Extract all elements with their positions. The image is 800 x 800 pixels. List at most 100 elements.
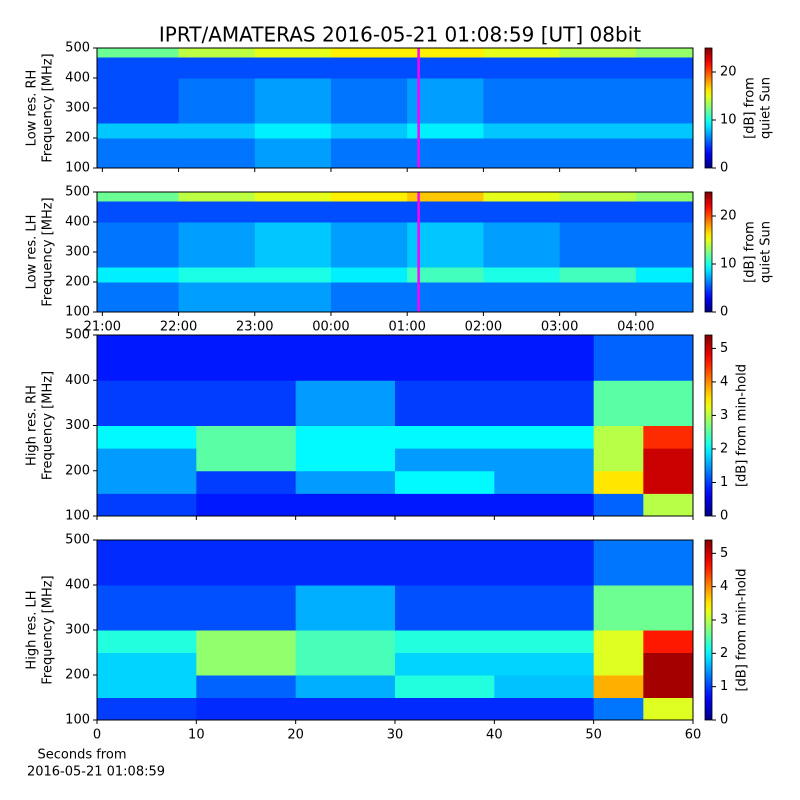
heatmap-cell bbox=[295, 335, 396, 381]
y-tick-label: 500 bbox=[65, 328, 90, 343]
x-tick-label: 40 bbox=[486, 728, 503, 743]
heatmap-cell bbox=[643, 448, 693, 472]
heatmap-cell bbox=[330, 201, 408, 223]
heatmap-cell bbox=[97, 123, 180, 139]
x-tick-label: 60 bbox=[685, 728, 702, 743]
heatmap-cell bbox=[395, 675, 495, 698]
y-tick-label: 100 bbox=[65, 509, 90, 524]
heatmap-cell bbox=[395, 585, 495, 631]
colorbar-tick-label: 1 bbox=[720, 679, 728, 694]
heatmap-cell bbox=[483, 282, 561, 312]
heatmap-cell bbox=[330, 267, 408, 283]
heatmap-cell bbox=[643, 652, 693, 676]
heatmap-cell bbox=[494, 335, 595, 381]
y-tick-label: 400 bbox=[65, 71, 90, 86]
heatmap-cell bbox=[295, 425, 396, 449]
heatmap-cell bbox=[97, 201, 180, 223]
heatmap-cell bbox=[483, 57, 561, 79]
heatmap-cell bbox=[395, 425, 495, 449]
heatmap-cell bbox=[643, 425, 693, 449]
y-axis-label: High res. LH bbox=[25, 590, 40, 669]
heatmap-cell bbox=[178, 222, 256, 268]
heatmap-cell bbox=[97, 222, 180, 268]
colorbar-tick-label: 3 bbox=[720, 408, 728, 423]
heatmap-cell bbox=[295, 470, 396, 494]
heatmap-cell bbox=[395, 630, 495, 653]
heatmap-cell bbox=[178, 282, 256, 312]
heatmap-cell bbox=[643, 630, 693, 653]
heatmap-cell bbox=[559, 201, 637, 223]
heatmap-cell bbox=[395, 380, 495, 426]
y-tick-label: 300 bbox=[65, 418, 90, 433]
heatmap-cell bbox=[494, 585, 595, 631]
heatmap-cell bbox=[295, 448, 396, 472]
heatmap-cell bbox=[254, 78, 332, 124]
heatmap-cell bbox=[643, 585, 693, 631]
y-tick-label: 100 bbox=[65, 161, 90, 176]
heatmap-cell bbox=[494, 652, 595, 676]
x-axis-label: Seconds from bbox=[37, 748, 126, 763]
y-axis-label: Frequency [MHz] bbox=[41, 371, 56, 480]
heatmap-cell bbox=[407, 282, 484, 312]
heatmap-cell bbox=[97, 675, 197, 698]
heatmap-cell bbox=[97, 138, 180, 168]
colorbar-label: [dB] from min-hold bbox=[735, 364, 750, 487]
heatmap-cell bbox=[178, 267, 256, 283]
y-tick-label: 100 bbox=[65, 305, 90, 320]
heatmap-cell bbox=[407, 78, 484, 124]
heatmap-cell bbox=[196, 630, 297, 653]
heatmap-cell bbox=[178, 201, 256, 223]
heatmap-cell bbox=[196, 697, 297, 720]
heatmap-cell bbox=[295, 697, 396, 720]
y-tick-label: 500 bbox=[65, 41, 90, 56]
heatmap-cell bbox=[330, 192, 408, 202]
heatmap-cell bbox=[97, 335, 197, 381]
heatmap-cell bbox=[395, 470, 495, 494]
y-tick-label: 200 bbox=[65, 275, 90, 290]
x-axis-label: 2016-05-21 01:08:59 bbox=[27, 765, 165, 780]
heatmap-cell bbox=[407, 192, 484, 202]
heatmap-cell bbox=[254, 192, 332, 202]
colorbar-tick-label: 0 bbox=[720, 161, 728, 176]
heatmap-cell bbox=[196, 380, 297, 426]
heatmap-cell bbox=[643, 675, 693, 698]
heatmap-cell bbox=[494, 470, 595, 494]
heatmap-cell bbox=[196, 425, 297, 449]
heatmap-cell bbox=[97, 380, 197, 426]
heatmap-cell bbox=[97, 425, 197, 449]
x-tick-label: 01:00 bbox=[388, 320, 425, 335]
x-tick-label: 22:00 bbox=[160, 320, 197, 335]
heatmap-cell bbox=[593, 448, 644, 472]
heatmap-cell bbox=[483, 138, 561, 168]
heatmap-cell bbox=[559, 138, 637, 168]
heatmap-cell bbox=[295, 540, 396, 586]
heatmap-cell bbox=[295, 493, 396, 516]
heatmap-cell bbox=[483, 267, 561, 283]
heatmap-cell bbox=[330, 78, 408, 124]
y-tick-label: 200 bbox=[65, 463, 90, 478]
x-tick-label: 0 bbox=[93, 728, 101, 743]
heatmap-cell bbox=[97, 448, 197, 472]
y-tick-label: 200 bbox=[65, 131, 90, 146]
heatmap-cell bbox=[593, 630, 644, 653]
heatmap-cell bbox=[97, 493, 197, 516]
heatmap-cell bbox=[559, 222, 637, 268]
heatmap-cell bbox=[178, 123, 256, 139]
heatmap-cell bbox=[330, 282, 408, 312]
colorbar-tick-label: 20 bbox=[720, 209, 737, 224]
y-axis-label: Low res. LH bbox=[25, 215, 40, 290]
x-tick-label: 04:00 bbox=[617, 320, 654, 335]
heatmap-cell bbox=[494, 675, 595, 698]
heatmap-cell bbox=[407, 48, 484, 58]
y-axis-label: High res. RH bbox=[25, 385, 40, 466]
heatmap-cell bbox=[593, 425, 644, 449]
chart-title: IPRT/AMATERAS 2016-05-21 01:08:59 [UT] 0… bbox=[159, 23, 641, 47]
heatmap-cell bbox=[494, 448, 595, 472]
heatmap-cell bbox=[483, 192, 561, 202]
heatmap-cell bbox=[196, 493, 297, 516]
heatmap-cell bbox=[97, 697, 197, 720]
heatmap-cell bbox=[559, 57, 637, 79]
heatmap-cell bbox=[483, 123, 561, 139]
heatmap-cell bbox=[593, 675, 644, 698]
colorbar-tick-label: 2 bbox=[720, 646, 728, 661]
